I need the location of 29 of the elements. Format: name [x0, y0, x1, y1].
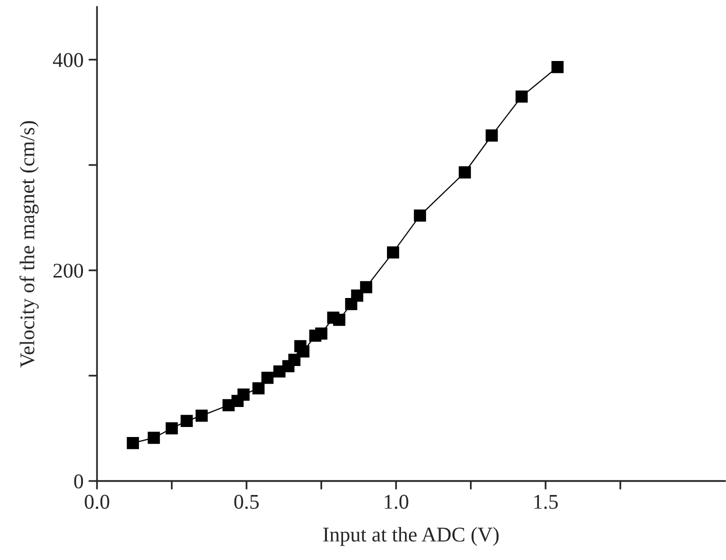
x-tick-label: 1.5	[534, 494, 558, 509]
y-axis-title: Velocity of the magnet (cm/s)	[20, 121, 39, 368]
point	[196, 410, 208, 422]
point	[126, 437, 139, 450]
x-tick-label: 0.5	[234, 494, 259, 509]
point	[551, 60, 564, 74]
point	[333, 314, 346, 326]
y-tick-label: 200	[53, 264, 84, 278]
point	[414, 209, 426, 222]
point	[386, 246, 400, 258]
point	[351, 290, 364, 302]
point	[486, 129, 498, 142]
point	[261, 372, 274, 384]
y-tick-label: 400	[52, 53, 84, 68]
point	[148, 432, 160, 444]
point	[297, 345, 310, 358]
x-tick-label: 1.0	[384, 494, 408, 509]
point	[237, 388, 250, 401]
point	[180, 414, 193, 428]
point	[166, 422, 178, 434]
point	[516, 90, 528, 103]
point	[360, 281, 372, 294]
point	[252, 382, 265, 394]
point	[288, 354, 300, 366]
x-tick-label: 0.0	[84, 494, 110, 509]
point	[315, 327, 328, 340]
point	[458, 166, 471, 178]
y-tick-label: 0	[74, 474, 84, 488]
x-axis-title: Input at the ADC (V)	[323, 526, 499, 546]
